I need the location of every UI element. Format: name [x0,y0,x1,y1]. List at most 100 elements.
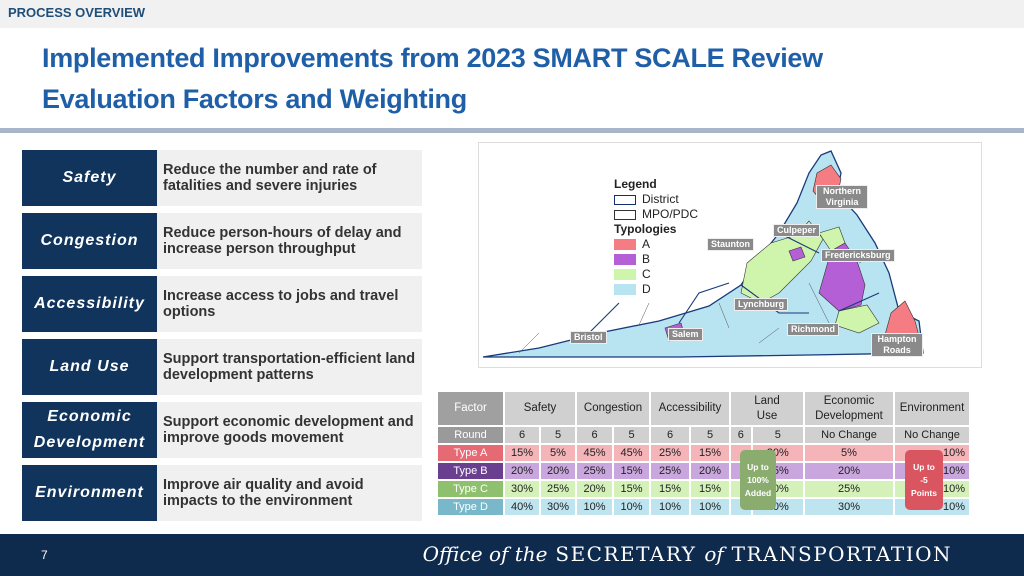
type-a-swatch [614,239,636,250]
map-type-c-area [834,304,880,334]
factor-row-accessibility: Accessibility Increase access to jobs an… [22,276,422,332]
type-d-swatch [614,284,636,295]
region-label-culpeper: Culpeper [773,224,821,237]
factor-description: Increase access to jobs and travel optio… [157,276,422,332]
col-safety: Safety [505,392,575,425]
cell: 25% [541,481,575,497]
row-label: Type A [438,445,503,461]
col-econ-line2: Development [815,409,883,422]
factor-row-land-use: Land Use Support transportation-efficien… [22,339,422,395]
type-c-swatch [614,269,636,280]
cell: 25% [651,445,689,461]
factor-description: Reduce the number and rate of fatalities… [157,150,422,206]
note-line: Points [911,487,937,498]
cell: 20% [805,463,893,479]
cell: 15% [691,445,729,461]
factor-name: Economic Development [22,402,157,458]
mpo-swatch [614,209,636,220]
brand-of: of [704,542,724,566]
legend-label: District [642,192,679,206]
cell: 20% [541,463,575,479]
legend-label: D [642,282,651,296]
cell: No Change [895,427,969,443]
cell: 5% [541,445,575,461]
factor-name: Safety [22,150,157,206]
region-label-salem: Salem [668,328,703,341]
region-label-staunton: Staunton [707,238,754,251]
legend-district: District [614,192,698,207]
cell: 15% [614,463,649,479]
table-header-row: Factor Safety Congestion Accessibility L… [438,392,969,425]
cell: 5 [541,427,575,443]
legend-type-d: D [614,282,698,297]
page-title: Implemented Improvements from 2023 SMART… [42,38,1002,120]
cell: 5 [614,427,649,443]
cell: 15% [614,481,649,497]
district-boundary [578,232,880,344]
table-row-type-a: Type A 15% 5% 45% 45% 25% 15% 20% 5% 10% [438,445,969,461]
cell: 40% [505,499,539,515]
cell: 30% [805,499,893,515]
legend-type-b: B [614,252,698,267]
factor-row-congestion: Congestion Reduce person-hours of delay … [22,213,422,269]
region-label-lynchburg: Lynchburg [734,298,789,311]
cell: 10% [691,499,729,515]
note-line: 100% [747,474,769,485]
col-land-use: Land Use [731,392,803,425]
legend-label: MPO/PDC [642,207,699,221]
title-line-2: Evaluation Factors and Weighting [42,84,467,114]
row-label: Type B [438,463,503,479]
region-label-richmond: Richmond [787,323,839,336]
cell: 5 [752,427,803,443]
cell: 20% [505,463,539,479]
cell: 30% [505,481,539,497]
factor-description: Support economic development and improve… [157,402,422,458]
map-type-b-area [788,246,806,262]
region-label-bristol: Bristol [570,331,607,344]
title-divider [0,128,1024,133]
col-economic-development: Economic Development [805,392,893,425]
map-type-d-area [482,150,924,358]
legend-label: B [642,252,651,266]
table-row-type-b: Type B 20% 20% 25% 15% 25% 20% 15% 20% 1… [438,463,969,479]
factor-description: Reduce person-hours of delay and increas… [157,213,422,269]
col-accessibility: Accessibility [651,392,729,425]
legend-title: Legend [614,177,657,191]
row-label: Type C [438,481,503,497]
note-line: Up to [747,461,769,472]
col-land-use-line2: Use [756,409,778,422]
region-label-fredericksburg: Fredericksburg [821,249,895,262]
factor-row-environment: Environment Improve air quality and avoi… [22,465,422,521]
legend-label: A [642,237,651,251]
cell: 10% [577,499,612,515]
footer: 7 Office of the SECRETARY of TRANSPORTAT… [0,534,1024,576]
cell: 15% [505,445,539,461]
cell: 5 [691,427,729,443]
legend-type-c: C [614,267,698,282]
col-factor: Factor [438,392,503,425]
factor-name: Congestion [22,213,157,269]
row-label: Type D [438,499,503,515]
region-label-northern-virginia: Northern Virginia [816,185,868,209]
factor-name: Land Use [22,339,157,395]
legend-mpo: MPO/PDC [614,207,698,222]
cell: 30% [541,499,575,515]
factor-row-safety: Safety Reduce the number and rate of fat… [22,150,422,206]
page-number: 7 [41,548,48,562]
district-swatch [614,194,636,205]
brand-transportation: TRANSPORTATION [731,542,952,566]
brand-office: Office of the [422,542,548,566]
table-row-type-d: Type D 40% 30% 10% 10% 10% 10% 10% 30% 1… [438,499,969,515]
note-line: Up to [913,461,935,472]
typologies-title: Typologies [614,222,677,236]
col-land-use-line1: Land [754,394,780,407]
factor-description: Support transportation-efficient land de… [157,339,422,395]
brand-secretary: SECRETARY [555,542,697,566]
type-b-swatch [614,254,636,265]
factor-row-economic-development: Economic Development Support economic de… [22,402,422,458]
col-environment: Environment [895,392,969,425]
cell: 6 [731,427,751,443]
weighting-table: Factor Safety Congestion Accessibility L… [436,390,971,517]
table-round-row: Round 6 5 6 5 6 5 6 5 No Change No Chang… [438,427,969,443]
environment-note: Up to -5 Points [905,450,943,510]
